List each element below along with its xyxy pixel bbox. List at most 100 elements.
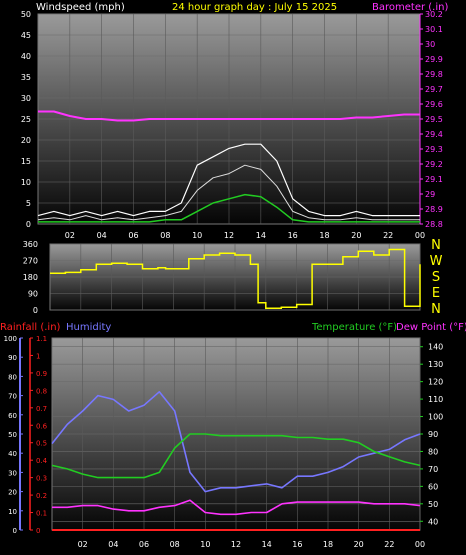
wind-x-tick: 14: [256, 231, 266, 240]
wind-x-tick: 10: [192, 231, 202, 240]
graph-title: 24 hour graph day : July 15 2025: [172, 2, 337, 13]
temperature-y-tick: 100: [428, 413, 443, 422]
wind-x-tick: 02: [65, 231, 75, 240]
compass-e: E: [432, 286, 440, 301]
wind-x-tick: 16: [288, 231, 298, 240]
wind-y-tick: 20: [21, 136, 31, 145]
barometer-label: Barometer (.in): [372, 2, 448, 13]
rainfall-y-tick: 0.5: [36, 440, 47, 448]
barometer-y-tick: 28.9: [425, 205, 443, 214]
wind-y-tick: 0: [26, 220, 31, 229]
barometer-y-tick: 29.7: [425, 85, 443, 94]
barometer-y-tick: 29.6: [425, 100, 443, 109]
wind-y-tick: 30: [21, 94, 31, 103]
temperature-label: Temperature (°F): [311, 322, 397, 333]
windspeed-label: Windspeed (mph): [36, 2, 125, 13]
wind-series-line-2: [37, 143, 420, 217]
barometer-y-tick: 29.1: [425, 175, 443, 184]
barometer-y-tick: 29.3: [425, 145, 443, 154]
thermo-series-line-1: [51, 390, 421, 493]
wind-x-tick: 00: [415, 231, 425, 240]
wind-y-tick: 45: [21, 31, 31, 40]
wind-x-tick: 20: [351, 231, 361, 240]
temperature-y-tick: 60: [428, 482, 438, 491]
temperature-y-tick: 70: [428, 465, 438, 474]
thermo-x-tick: 20: [354, 540, 364, 549]
rainfall-y-tick: 0.6: [36, 422, 48, 430]
dewpoint-label: Dew Point (°F): [396, 322, 466, 333]
compass-w: W: [430, 254, 443, 269]
wind-series-line-4: [38, 110, 420, 122]
rainfall-y-tick: 1: [36, 352, 40, 360]
humidity-y-tick: 80: [8, 373, 17, 381]
thermo-x-tick: 06: [139, 540, 149, 549]
direction-y-tick: 180: [23, 273, 38, 282]
humidity-y-tick: 10: [8, 508, 17, 516]
humidity-y-tick: 30: [8, 469, 17, 477]
barometer-y-tick: 29.2: [425, 160, 443, 169]
direction-y-tick: 270: [23, 257, 38, 266]
thermo-x-tick: 02: [78, 540, 88, 549]
barometer-y-tick: 29.5: [425, 115, 443, 124]
thermo-x-tick: 04: [108, 540, 118, 549]
rainfall-y-tick: 0.3: [36, 475, 47, 483]
wind-y-tick: 35: [21, 73, 31, 82]
wind-x-tick: 18: [319, 231, 329, 240]
humidity-y-tick: 90: [8, 354, 17, 362]
wind-y-tick: 15: [21, 157, 31, 166]
compass-n-top: N: [431, 238, 441, 253]
rainfall-y-tick: 0.2: [36, 492, 47, 500]
wind-x-tick: 04: [97, 231, 107, 240]
direction-y-tick: 90: [28, 290, 38, 299]
rainfall-y-tick: 0.8: [36, 387, 47, 395]
rainfall-y-tick: 0: [36, 527, 40, 535]
humidity-y-tick: 20: [8, 489, 17, 497]
temperature-y-tick: 90: [428, 430, 438, 439]
temperature-y-tick: 130: [428, 360, 443, 369]
compass-s: S: [432, 270, 440, 285]
compass-n-bottom: N: [431, 302, 441, 317]
thermo-x-tick: 14: [262, 540, 272, 549]
humidity-label: Humidity: [66, 322, 111, 333]
thermo-x-tick: 18: [323, 540, 333, 549]
barometer-y-tick: 30.2: [425, 10, 443, 19]
humidity-y-tick: 40: [8, 450, 17, 458]
direction-series-line: [50, 248, 421, 309]
wind-y-tick: 50: [21, 10, 31, 19]
barometer-y-tick: 29.8: [425, 70, 443, 79]
wind-y-tick: 25: [21, 115, 31, 124]
rainfall-label: Rainfall (.in): [0, 322, 61, 333]
direction-y-tick: 360: [23, 240, 38, 249]
wind-x-tick: 12: [224, 231, 234, 240]
wind-x-tick: 22: [383, 231, 393, 240]
barometer-y-tick: 29.4: [425, 130, 443, 139]
wind-y-tick: 5: [26, 199, 31, 208]
barometer-y-tick: 28.8: [425, 220, 443, 229]
humidity-y-tick: 60: [8, 412, 17, 420]
wind-y-tick: 40: [21, 52, 31, 61]
wind-series-line-1: [37, 164, 420, 221]
barometer-y-tick: 29.9: [425, 55, 443, 64]
thermo-series-line-2: [51, 433, 421, 479]
thermo-x-tick: 08: [170, 540, 180, 549]
rainfall-y-tick: 0.1: [36, 510, 47, 518]
temperature-y-tick: 40: [428, 517, 438, 526]
thermo-x-tick: 22: [384, 540, 394, 549]
barometer-y-tick: 30.1: [425, 25, 443, 34]
temperature-y-tick: 140: [428, 343, 443, 352]
wind-series-line-3: [38, 193, 420, 223]
temperature-y-tick: 80: [428, 447, 438, 456]
thermo-series-line-3: [52, 499, 421, 516]
wind-y-tick: 10: [21, 178, 31, 187]
barometer-y-tick: 29: [425, 190, 435, 199]
thermo-x-tick: 12: [231, 540, 241, 549]
humidity-y-tick: 0: [13, 527, 17, 535]
thermo-x-tick: 10: [200, 540, 210, 549]
rainfall-y-tick: 1.1: [36, 335, 47, 343]
rainfall-y-tick: 0.7: [36, 405, 47, 413]
temperature-y-tick: 50: [428, 500, 438, 509]
humidity-y-tick: 100: [4, 335, 17, 343]
thermo-x-tick: 16: [292, 540, 302, 549]
direction-y-tick: 0: [33, 306, 38, 315]
